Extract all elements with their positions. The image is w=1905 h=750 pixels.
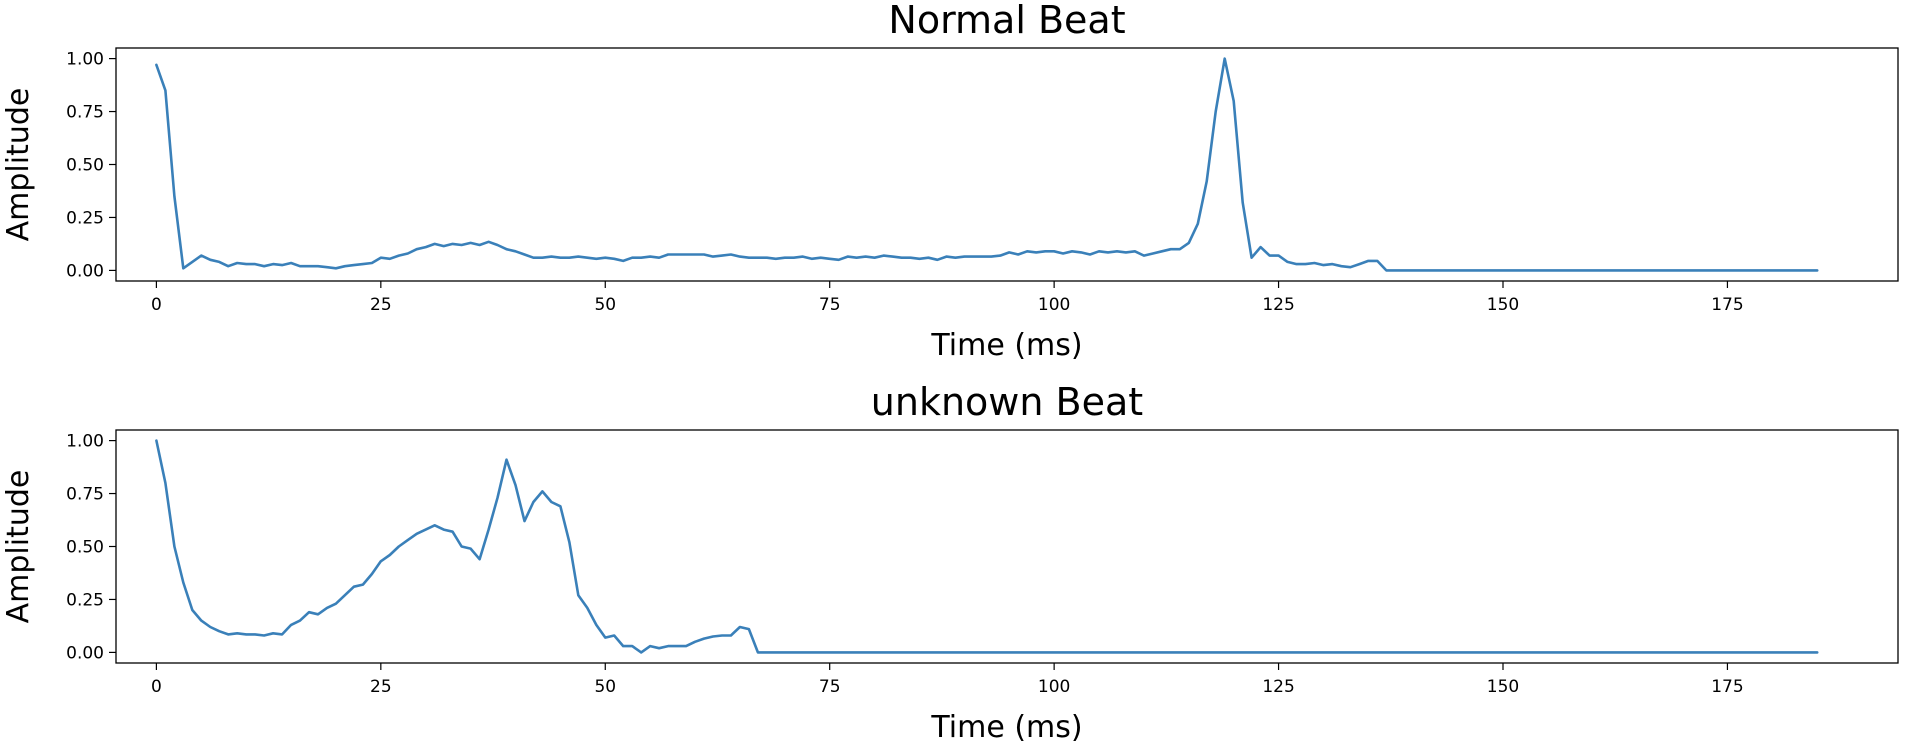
y-tick-label: 1.00 — [66, 50, 104, 70]
chart-title: Normal Beat — [888, 0, 1125, 42]
y-tick-label: 0.75 — [66, 103, 104, 123]
x-tick-label: 50 — [594, 677, 616, 697]
x-tick-label: 150 — [1487, 677, 1519, 697]
x-tick-label: 25 — [370, 677, 392, 697]
x-tick-label: 50 — [594, 295, 616, 315]
y-tick-label: 0.25 — [66, 208, 104, 228]
x-tick-label: 125 — [1262, 677, 1294, 697]
plot-frame — [115, 429, 1899, 664]
x-tick-label: 0 — [151, 295, 162, 315]
y-tick-label: 0.50 — [66, 538, 104, 558]
series-line — [155, 439, 1819, 654]
x-tick-label: 125 — [1262, 295, 1294, 315]
subplot-2: unknown Beat 0 25 50 75 100 125 150 175 0.00 0.25 0… — [1, 380, 1899, 745]
subplot-1: Normal Beat 0 25 50 75 100 125 150 175 0.00 0.25 0.… — [1, 0, 1899, 363]
y-tick-label: 0.75 — [66, 485, 104, 505]
chart-title: unknown Beat — [871, 380, 1143, 424]
x-tick-label: 175 — [1711, 677, 1743, 697]
y-tick-label: 0.00 — [66, 261, 104, 281]
x-axis-label: Time (ms) — [930, 710, 1082, 745]
x-tick-label: 175 — [1711, 295, 1743, 315]
y-tick-label: 0.00 — [66, 643, 104, 663]
x-tick-label: 75 — [819, 677, 841, 697]
plot-frame — [115, 47, 1899, 282]
series-line — [155, 57, 1819, 272]
y-axis-label: Amplitude — [1, 88, 36, 242]
x-tick-label: 25 — [370, 295, 392, 315]
x-tick-label: 75 — [819, 295, 841, 315]
y-tick-label: 0.25 — [66, 590, 104, 610]
x-tick-label: 0 — [151, 677, 162, 697]
x-axis-label: Time (ms) — [930, 328, 1082, 363]
y-tick-label: 1.00 — [66, 432, 104, 452]
y-tick-label: 0.50 — [66, 156, 104, 176]
x-tick-label: 150 — [1487, 295, 1519, 315]
x-tick-label: 100 — [1038, 295, 1070, 315]
x-tick-label: 100 — [1038, 677, 1070, 697]
y-axis-label: Amplitude — [1, 470, 36, 624]
